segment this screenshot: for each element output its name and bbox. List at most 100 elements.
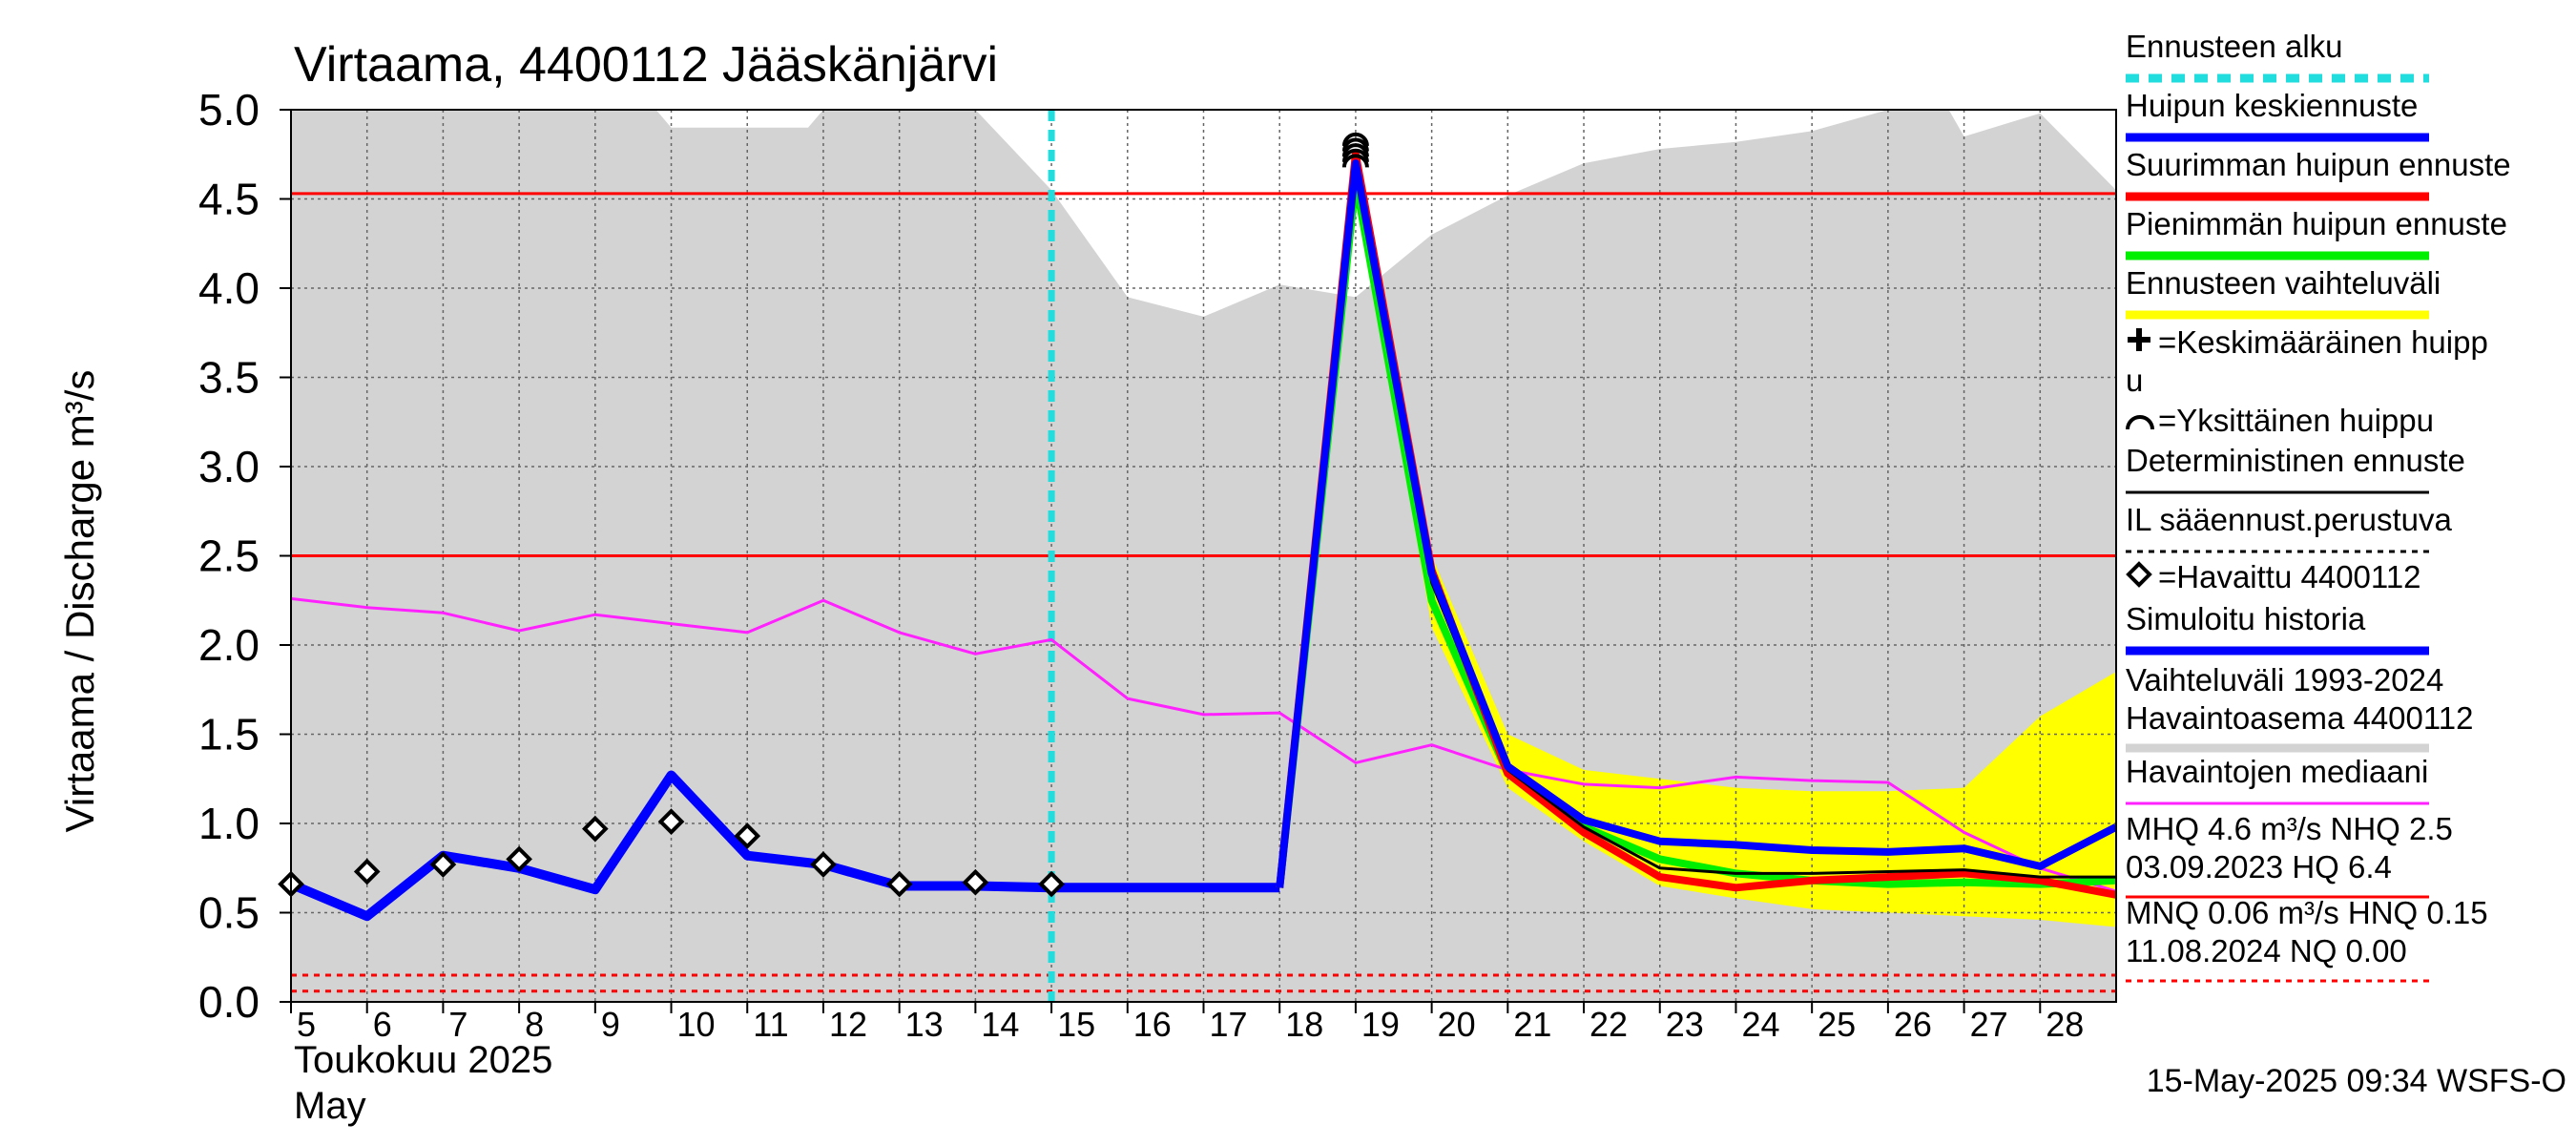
legend-label-line2: Havaintoasema 4400112 [2126, 700, 2473, 736]
y-axis-label: Virtaama / Discharge m³/s [57, 370, 102, 833]
legend-label: Vaihteluväli 1993-2024 [2126, 662, 2443, 697]
series-min_peak [1276, 177, 2116, 888]
x-tick-label: 14 [981, 1005, 1019, 1044]
single-peak-marker [1341, 148, 1369, 162]
x-tick-label: 8 [525, 1005, 544, 1044]
diamond-icon [2126, 561, 2152, 588]
arc-icon [2126, 415, 2154, 430]
legend-label-line2: 11.08.2024 NQ 0.00 [2126, 933, 2407, 968]
x-tick-label: 23 [1666, 1005, 1704, 1044]
x-tick-label: 25 [1818, 1005, 1856, 1044]
legend-entry: Deterministinen ennuste [2126, 443, 2465, 494]
x-tick-label: 16 [1133, 1005, 1172, 1044]
legend-label: Suurimman huipun ennuste [2126, 147, 2511, 182]
x-tick-label: 6 [373, 1005, 392, 1044]
legend-entry: Ennusteen alku [2126, 29, 2429, 83]
x-tick-label: 19 [1361, 1005, 1400, 1044]
observed-point [429, 851, 457, 878]
legend-label: =Yksittäinen huippu [2158, 403, 2434, 438]
x-tick-label: 5 [297, 1005, 316, 1044]
single-peak-marker [1341, 154, 1369, 168]
legend-label: Deterministinen ennuste [2126, 443, 2465, 478]
x-tick-label: 21 [1513, 1005, 1551, 1044]
legend-label: Simuloitu historia [2126, 601, 2366, 636]
y-tick-label: 1.0 [198, 799, 260, 848]
legend-entry: MHQ 4.6 m³/s NHQ 2.503.09.2023 HQ 6.4 [2126, 811, 2453, 899]
x-tick-label: 18 [1285, 1005, 1323, 1044]
x-axis-ticks: 5 6 7 8 9 10 11 12 13 14 15 16 17 18 19 20 21 22 23 24 25 26 2… [290, 1002, 2084, 1044]
legend-label: Pienimmän huipun ennuste [2126, 206, 2507, 241]
legend-entry: Pienimmän huipun ennuste [2126, 206, 2507, 260]
x-tick-label: 26 [1894, 1005, 1932, 1044]
x-tick-label: 27 [1970, 1005, 2008, 1044]
chart-title: Virtaama, 4400112 Jääskänjärvi [294, 37, 998, 93]
y-tick-label: 2.0 [198, 620, 260, 670]
x-tick-label: 28 [2046, 1005, 2084, 1044]
legend: Ennusteen alku Huipun keskiennuste Suurimm… [2126, 29, 2511, 983]
series-mean_peak [1276, 159, 2116, 888]
x-tick-label: 7 [448, 1005, 467, 1044]
legend-entry: =Keskimääräinen huipp u [2126, 324, 2488, 398]
y-tick-label: 4.0 [198, 263, 260, 313]
x-tick-label: 9 [601, 1005, 620, 1044]
legend-entry: =Havaittu 4400112 [2126, 559, 2421, 594]
x-tick-label: 11 [753, 1005, 788, 1044]
observed-point [885, 870, 913, 898]
x-tick-label: 10 [677, 1005, 716, 1044]
plus-icon [2128, 328, 2150, 351]
legend-label-line2: u [2126, 363, 2143, 398]
legend-label: MHQ 4.6 m³/s NHQ 2.5 [2126, 811, 2453, 846]
observed-point [1038, 870, 1065, 898]
forecast-range-band [1355, 154, 2116, 927]
y-tick-label: 0.0 [198, 977, 260, 1027]
legend-entry: Huipun keskiennuste [2126, 88, 2429, 142]
plot-area [278, 109, 2117, 1003]
legend-entry: IL sääennust.perustuva [2126, 502, 2452, 553]
observed-point [657, 808, 685, 835]
x-tick-label: 24 [1741, 1005, 1779, 1044]
legend-entry: Suurimman huipun ennuste [2126, 147, 2511, 201]
legend-label: IL sääennust.perustuva [2126, 502, 2452, 537]
x-month-finnish: Toukokuu 2025 [294, 1039, 552, 1081]
legend-label-line2: 03.09.2023 HQ 6.4 [2126, 849, 2392, 885]
x-tick-label: 20 [1438, 1005, 1476, 1044]
single-peak-marker [1341, 143, 1369, 157]
x-tick-label: 13 [905, 1005, 944, 1044]
legend-entry: Ennusteen vaihteluväli [2126, 265, 2441, 320]
footer-timestamp: 15-May-2025 09:34 WSFS-O [2147, 1063, 2566, 1099]
x-tick-label: 15 [1057, 1005, 1095, 1044]
legend-entry: Havaintojen mediaani [2126, 754, 2429, 805]
y-tick-label: 5.0 [198, 85, 260, 135]
single-peak-marker [1341, 132, 1369, 147]
legend-entry: Vaihteluväli 1993-2024 Havaintoasema 440… [2126, 662, 2473, 753]
legend-entry: Simuloitu historia [2126, 601, 2429, 656]
legend-label: Ennusteen vaihteluväli [2126, 265, 2441, 301]
legend-label: =Keskimääräinen huipp [2158, 324, 2488, 360]
x-month-english: May [294, 1085, 366, 1127]
legend-label: =Havaittu 4400112 [2158, 559, 2421, 594]
y-axis-ticks: 0.0 0.5 1.0 1.5 2.0 2.5 3.0 3.5 4.0 4.5 5.0 [198, 85, 291, 1027]
observed-point [734, 822, 761, 849]
y-tick-label: 1.5 [198, 710, 260, 760]
y-tick-label: 3.5 [198, 353, 260, 403]
legend-label: Ennusteen alku [2126, 29, 2343, 64]
single-peak-marker [1341, 137, 1369, 152]
y-tick-label: 0.5 [198, 888, 260, 938]
legend-label: MNQ 0.06 m³/s HNQ 0.15 [2126, 895, 2488, 930]
series-simulated_history [291, 770, 1280, 922]
legend-label: Havaintojen mediaani [2126, 754, 2428, 789]
legend-label: Huipun keskiennuste [2126, 88, 2418, 123]
observed-point [582, 815, 609, 843]
observed-point [353, 858, 381, 885]
x-tick-label: 17 [1210, 1005, 1248, 1044]
series-median [291, 596, 2116, 893]
observed-point [962, 868, 989, 896]
observed-point [810, 851, 837, 878]
observed-point [506, 845, 532, 873]
y-tick-label: 3.0 [198, 442, 260, 491]
y-tick-label: 4.5 [198, 175, 260, 224]
x-tick-label: 12 [829, 1005, 867, 1044]
legend-entry: =Yksittäinen huippu [2126, 403, 2434, 438]
